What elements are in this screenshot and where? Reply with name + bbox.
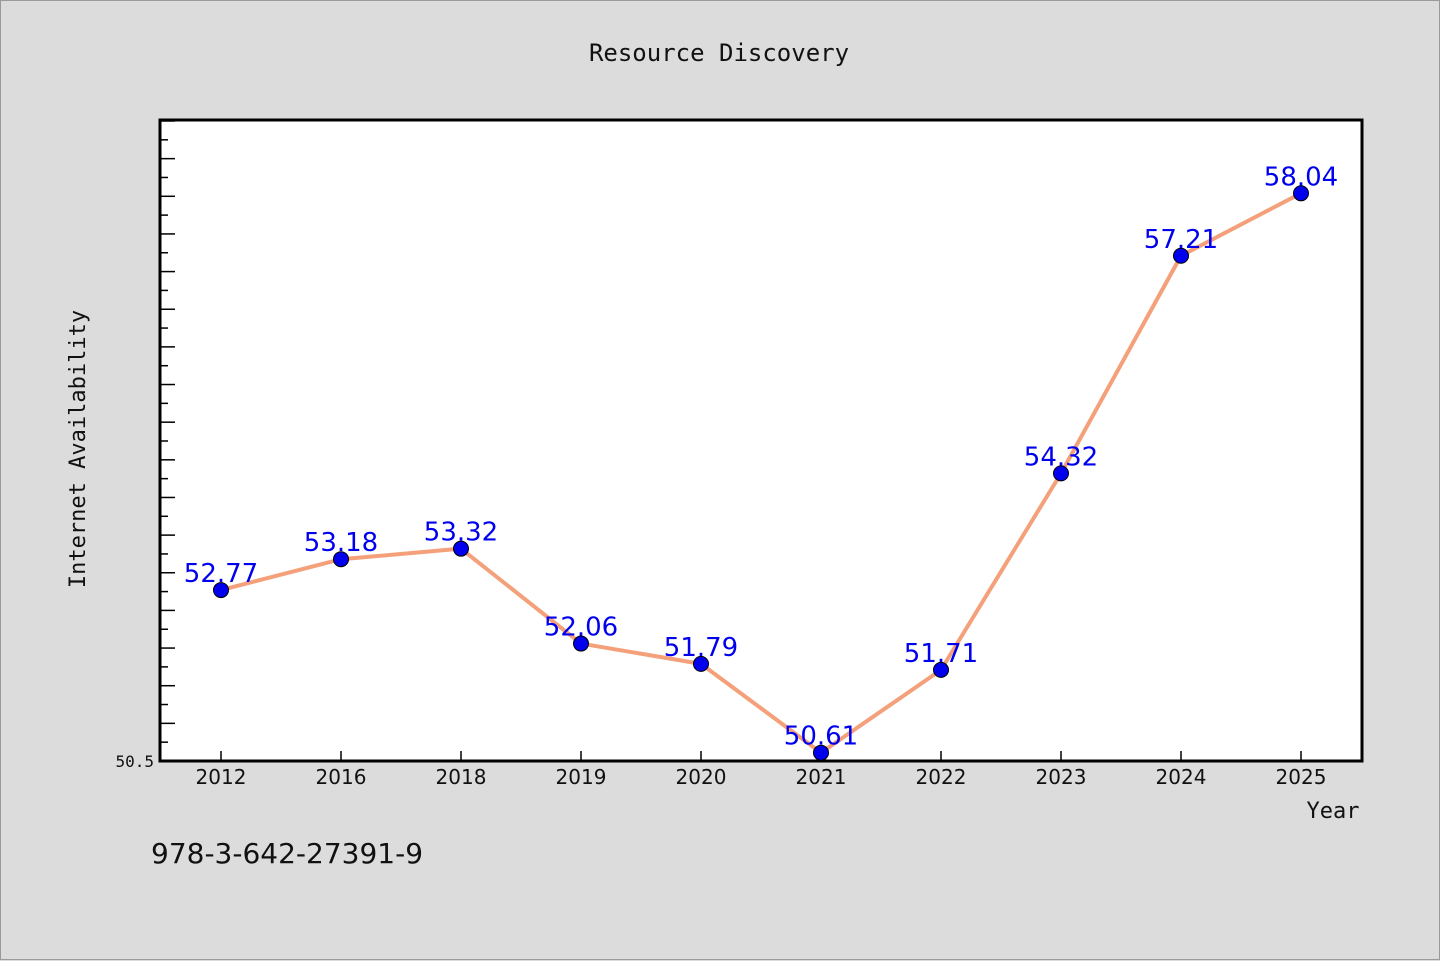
y-axis-title: Internet Availability [66,310,91,588]
x-tick-label: 2016 [316,765,367,789]
x-tick-label: 2023 [1036,765,1087,789]
plot-area [158,118,1364,763]
data-point-marker [693,655,709,672]
y-tick-label: 50.5 [115,752,154,771]
data-label: 50.61 [784,722,858,752]
chart-title: Resource Discovery [589,39,849,67]
series-line [220,191,1302,755]
x-tick-label: 2021 [796,765,847,789]
x-tick-label: 2018 [436,765,487,789]
data-point-marker [813,744,829,761]
x-tick-label: 2020 [676,765,727,789]
data-label: 53.32 [424,518,498,548]
data-point-marker [213,582,229,599]
x-tick-label: 2012 [196,765,247,789]
data-label: 53.18 [304,528,378,558]
data-point-marker [933,661,949,678]
x-tick-label: 2025 [1276,765,1327,789]
data-point-marker [1293,185,1309,202]
data-label: 51.79 [664,633,738,663]
isbn-text: 978-3-642-27391-9 [151,837,423,870]
data-label: 54.32 [1024,442,1098,472]
x-tick-label: 2024 [1156,765,1207,789]
x-tick-label: 2019 [556,765,607,789]
y-axis-ticks: 50.5 [115,120,175,771]
data-label: 58.04 [1264,162,1338,192]
data-label: 52.06 [544,613,618,643]
data-label: 57.21 [1144,225,1218,255]
data-point-marker [1173,247,1189,264]
x-tick-label: 2022 [916,765,967,789]
data-labels: 52.77 53.18 53.32 52.06 51.79 50.61 51.71 54.32… [184,162,1338,751]
data-label: 51.71 [904,639,978,669]
data-point-marker [573,635,589,652]
data-point-marker [1053,465,1069,482]
data-label: 52.77 [184,559,258,589]
x-axis-title: Year [1307,799,1360,824]
data-points [213,185,1309,761]
data-point-marker [333,551,349,568]
x-axis-ticks: 2012 2016 2018 2019 2020 2021 2022 2023 2024 2025 [196,751,1327,789]
data-point-marker [453,540,469,557]
